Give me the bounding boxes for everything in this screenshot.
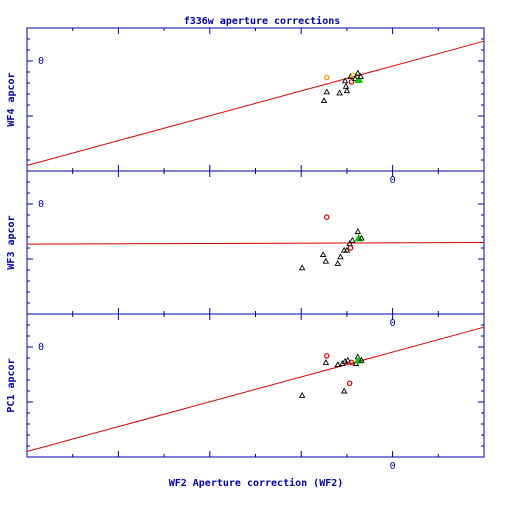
data-point-triangle: [344, 356, 352, 363]
data-point-circle: [347, 245, 354, 251]
fit-line-pc1: [26, 326, 485, 452]
y-tick-label: 0: [38, 342, 44, 353]
fit-line-wf4: [26, 40, 485, 166]
data-point-triangle: [349, 236, 356, 243]
data-point-triangle: [351, 75, 359, 82]
data-point-triangle: [342, 82, 350, 89]
data-point-triangle: [323, 88, 331, 95]
panel-frame-pc1: [26, 313, 485, 458]
data-point-triangle: [322, 257, 330, 264]
y-tick-label: 0: [38, 56, 44, 67]
x-axis-label: WF2 Aperture correction (WF2): [169, 477, 344, 489]
data-point-triangle: [337, 253, 344, 260]
data-point-triangle: [334, 259, 342, 266]
data-point-circle: [348, 79, 355, 85]
data-point-triangle: [354, 75, 364, 83]
data-point-triangle: [343, 87, 351, 94]
data-point-triangle: [322, 358, 330, 365]
data-point-circle: [323, 74, 330, 81]
data-point-triangle: [354, 228, 362, 234]
data-point-triangle: [334, 361, 342, 368]
data-point-triangle: [298, 264, 306, 271]
x-tick-label: 0: [390, 461, 396, 472]
x-tick-label: 0: [390, 318, 396, 329]
data-point-triangle: [298, 391, 306, 398]
data-point-circle: [348, 359, 355, 366]
data-point-triangle: [336, 89, 343, 96]
data-point-triangle: [354, 69, 362, 76]
data-point-circle: [346, 380, 353, 387]
fit-line-wf3: [26, 242, 485, 245]
data-point-triangle: [358, 356, 365, 363]
x-tick-label: 0: [390, 175, 396, 186]
data-point-triangle: [340, 387, 348, 394]
data-point-circle: [323, 352, 330, 359]
y-axis-label-pc1: PC1 apcor: [6, 358, 17, 412]
y-tick-label: 0: [38, 199, 44, 210]
data-point-triangle: [343, 246, 351, 253]
y-axis-label-wf4: WF4 apcor: [6, 72, 17, 126]
panel-frame-wf4: [26, 27, 485, 172]
data-point-triangle: [341, 77, 349, 84]
data-point-triangle: [320, 97, 328, 104]
data-point-triangle: [319, 251, 327, 258]
panels-group: 0 0 WF4 apcor 0 0 WF3 apcor 0 0 PC1 apcor: [6, 27, 485, 472]
data-point-circle: [323, 214, 330, 221]
y-axis-label-wf3: WF3 apcor: [6, 215, 17, 269]
data-point-triangle: [357, 72, 364, 79]
data-point-triangle: [358, 234, 365, 241]
chart-title: f336w aperture corrections: [184, 15, 341, 27]
